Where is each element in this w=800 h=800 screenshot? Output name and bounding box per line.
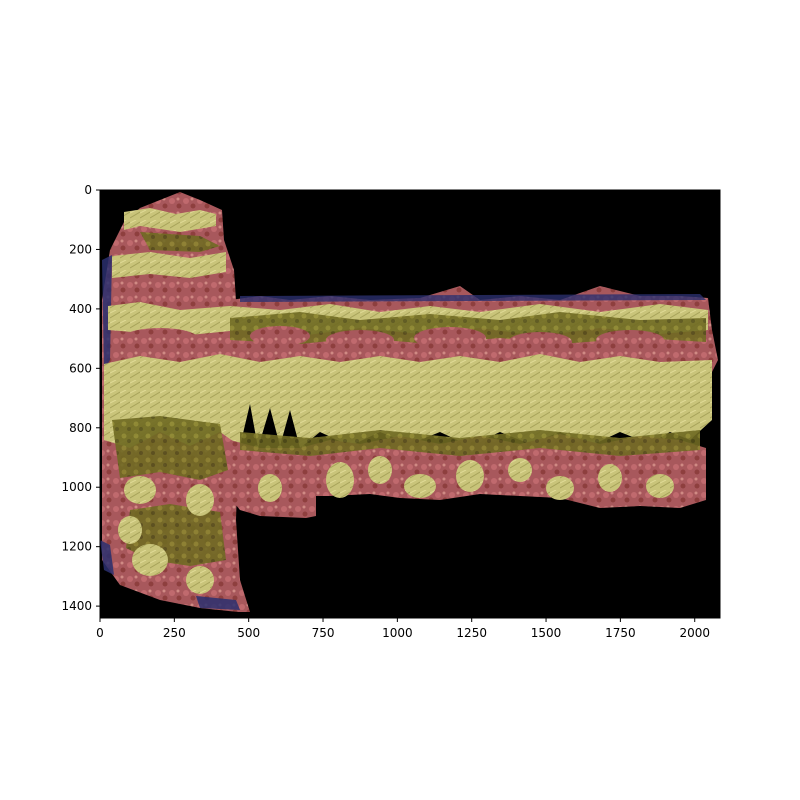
y-tick-label: 200 bbox=[69, 242, 92, 256]
x-tick-label: 250 bbox=[163, 626, 186, 640]
axes-frame bbox=[99, 189, 721, 619]
x-tick-label: 1750 bbox=[605, 626, 636, 640]
y-tick-label: 1200 bbox=[61, 540, 92, 554]
x-tick-label: 0 bbox=[96, 626, 104, 640]
region-top-band-blue bbox=[240, 294, 706, 302]
x-tick-label: 1500 bbox=[531, 626, 562, 640]
yellow-blobs-lower bbox=[118, 456, 674, 594]
y-tick-label: 800 bbox=[69, 421, 92, 435]
x-tick-label: 1250 bbox=[456, 626, 487, 640]
x-axis: 0 250 500 750 1000 1250 1500 1750 2000 bbox=[96, 618, 710, 640]
y-tick-label: 1000 bbox=[61, 480, 92, 494]
y-tick-label: 600 bbox=[69, 361, 92, 375]
segmentation-image bbox=[100, 190, 720, 618]
region-left-yellow-1 bbox=[112, 252, 226, 278]
x-tick-label: 1000 bbox=[382, 626, 413, 640]
region-left-yellow-2 bbox=[124, 208, 216, 232]
y-axis: 0 200 400 600 800 1000 1200 1400 bbox=[61, 183, 100, 613]
y-tick-label: 0 bbox=[84, 183, 92, 197]
y-tick-label: 400 bbox=[69, 302, 92, 316]
x-tick-label: 2000 bbox=[679, 626, 710, 640]
x-tick-label: 500 bbox=[237, 626, 260, 640]
x-tick-label: 750 bbox=[312, 626, 335, 640]
region-central-band bbox=[104, 354, 712, 448]
red-blobs-upper bbox=[120, 326, 664, 352]
y-tick-label: 1400 bbox=[61, 599, 92, 613]
